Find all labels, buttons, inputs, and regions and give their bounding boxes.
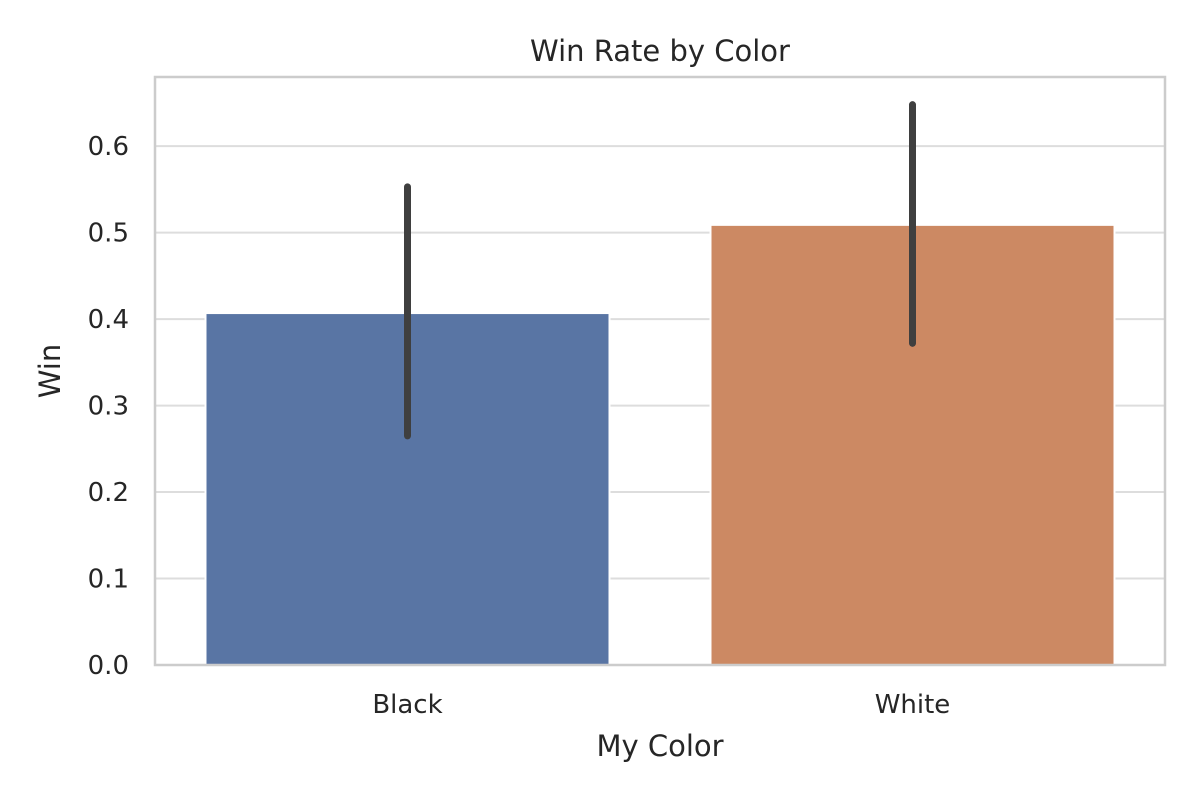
x-tick-labels: Black White — [372, 690, 950, 720]
plot-frame — [153, 75, 1167, 667]
bars-layer — [204, 223, 1116, 666]
y-tick-labels: 0.0 0.1 0.2 0.3 0.4 0.5 0.6 — [88, 132, 129, 681]
x-axis-label: My Color — [596, 729, 723, 763]
error-bars-layer — [404, 101, 916, 440]
x-tick-label: Black — [372, 690, 442, 720]
chart-title: Win Rate by Color — [530, 34, 790, 68]
x-tick-label: White — [875, 690, 951, 720]
y-tick-label: 0.0 — [88, 651, 129, 681]
y-axis-label: Win — [33, 344, 67, 398]
y-tick-label: 0.5 — [88, 219, 129, 249]
y-tick-label: 0.3 — [88, 392, 129, 422]
y-tick-label: 0.4 — [88, 305, 129, 335]
y-tick-label: 0.1 — [88, 565, 129, 595]
y-tick-label: 0.2 — [88, 478, 129, 508]
y-tick-label: 0.6 — [88, 132, 129, 162]
